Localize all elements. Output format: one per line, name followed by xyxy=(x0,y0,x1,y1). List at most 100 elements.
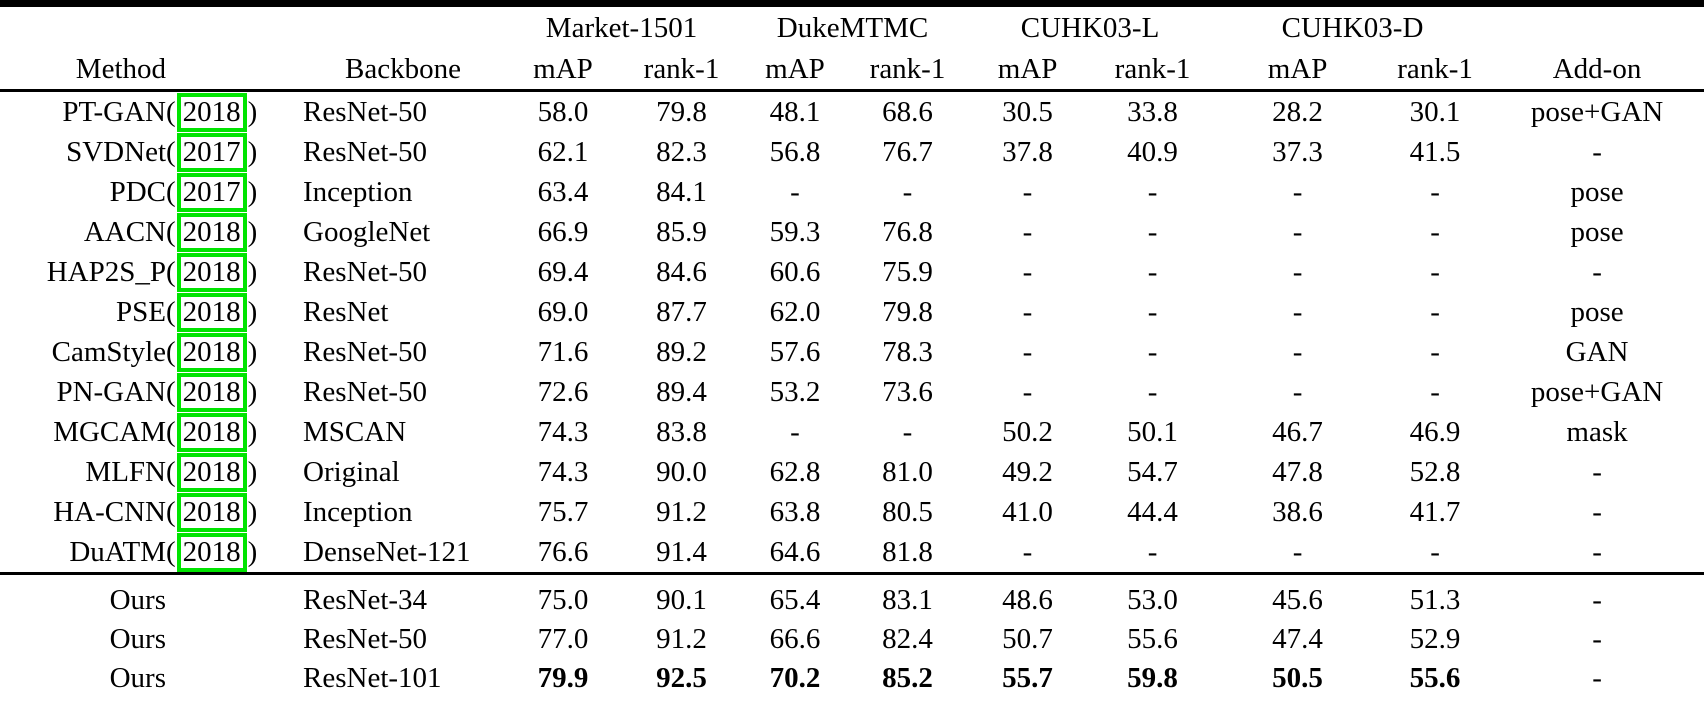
metric-value-cell: 48.1 xyxy=(769,95,821,128)
metric-value-cell: - xyxy=(1147,175,1158,208)
open-paren: ( xyxy=(166,215,176,248)
citation-year-box[interactable]: 2018 xyxy=(176,292,247,332)
method-cell: DuATM(2018) xyxy=(0,532,270,574)
citation-year-box[interactable]: 2018 xyxy=(176,252,247,292)
citation-year-box[interactable]: 2017 xyxy=(176,132,247,172)
metric-value-cell: - xyxy=(1292,295,1303,328)
citation-year-box[interactable]: 2018 xyxy=(176,372,247,412)
header-spacer xyxy=(1490,4,1704,50)
column-header-rank1-duke: rank-1 xyxy=(850,49,966,92)
method-name: MLFN xyxy=(85,455,166,488)
metric-value-cell: - xyxy=(1292,335,1303,368)
metric-value-cell: 52.8 xyxy=(1409,455,1461,488)
metric-value-cell: 41.7 xyxy=(1409,495,1461,528)
method-year-suffix: (2017) xyxy=(166,132,270,172)
open-paren: ( xyxy=(166,95,176,128)
citation-year-box[interactable]: 2018 xyxy=(176,492,247,532)
metric-value-cell: 64.6 xyxy=(769,535,821,568)
table-row: AACN(2018) GoogleNet 66.9 85.9 59.3 76.8 - - - - p… xyxy=(0,212,1704,252)
metric-value-cell: 79.8 xyxy=(656,95,707,128)
table-row: PN-GAN(2018) ResNet-50 72.6 89.4 53.2 73.6 - - -… xyxy=(0,372,1704,412)
method-year-suffix: (2018) xyxy=(166,92,270,132)
column-header-backbone: Backbone xyxy=(270,49,503,92)
metric-value-cell: 66.9 xyxy=(537,215,589,248)
metric-value-cell: 45.6 xyxy=(1215,572,1381,620)
method-cell: Ours xyxy=(0,572,270,620)
metric-value-cell: 81.8 xyxy=(882,535,933,568)
backbone-cell: ResNet-34 xyxy=(270,572,503,620)
method-name: CamStyle xyxy=(51,335,166,368)
citation-year-box[interactable]: 2018 xyxy=(176,212,247,252)
method-year-suffix: (2018) xyxy=(166,332,270,372)
metric-value-cell: 53.0 xyxy=(1090,572,1216,620)
method-year-suffix: (2018) xyxy=(166,212,270,252)
backbone-cell: ResNet-50 xyxy=(303,95,428,128)
addon-cell: pose+GAN xyxy=(1530,95,1664,128)
method-year-suffix: (2018) xyxy=(166,412,270,452)
citation-year-box[interactable]: 2018 xyxy=(176,412,247,452)
method-name: Ours xyxy=(109,584,166,616)
metric-value-cell: - xyxy=(1022,255,1033,288)
citation-year-box[interactable]: 2018 xyxy=(176,92,247,132)
backbone-cell: ResNet xyxy=(303,295,389,328)
open-paren: ( xyxy=(166,375,176,408)
metric-value-cell: 44.4 xyxy=(1127,495,1178,528)
method-cell: HA-CNN(2018) xyxy=(0,492,270,532)
metric-value-cell: 74.3 xyxy=(537,455,589,488)
metric-value-cell: - xyxy=(1147,335,1158,368)
method-year-suffix: (2018) xyxy=(166,492,270,532)
addon-cell: - xyxy=(1592,623,1602,655)
metric-value-cell: 57.6 xyxy=(769,335,821,368)
table-row: DuATM(2018) DenseNet-121 76.6 91.4 64.6 81.8 -… xyxy=(0,532,1704,574)
metric-value-cell: 33.8 xyxy=(1127,95,1178,128)
metric-value-cell: 60.6 xyxy=(769,255,821,288)
addon-cell: - xyxy=(1592,255,1602,288)
metric-value-cell: - xyxy=(790,415,800,448)
metric-value-cell: 50.7 xyxy=(1002,623,1053,655)
addon-cell: pose xyxy=(1570,215,1624,248)
method-cell: CamStyle(2018) xyxy=(0,332,270,372)
metric-value-cell: 53.2 xyxy=(769,375,821,408)
backbone-cell: ResNet-50 xyxy=(303,255,428,288)
metric-value-cell: - xyxy=(1147,215,1158,248)
method-cell: PN-GAN(2018) xyxy=(0,372,270,412)
method-name: HAP2S_P xyxy=(46,255,166,288)
backbone-cell: ResNet-50 xyxy=(303,623,428,655)
metric-value-cell: 69.4 xyxy=(537,255,589,288)
column-header-map-duke: mAP xyxy=(740,49,850,92)
dataset-group-header-market1501: Market-1501 xyxy=(545,11,698,44)
citation-year-box[interactable]: 2018 xyxy=(176,532,247,572)
addon-cell: GAN xyxy=(1565,335,1629,368)
metric-value-cell: 46.7 xyxy=(1272,415,1323,448)
method-year-suffix: (2018) xyxy=(166,372,270,412)
metric-value-cell: 47.4 xyxy=(1272,623,1323,655)
metric-value-cell: 84.6 xyxy=(656,255,707,288)
metric-value-cell: 75.9 xyxy=(882,255,933,288)
citation-year-box[interactable]: 2018 xyxy=(176,452,247,492)
metric-value-cell: - xyxy=(1430,335,1440,368)
citation-year-box[interactable]: 2017 xyxy=(176,172,247,212)
backbone-cell: ResNet-50 xyxy=(303,135,428,168)
metric-value-cell: 51.3 xyxy=(1380,572,1491,620)
metric-value-cell: 75.7 xyxy=(537,495,589,528)
metric-value-cell: - xyxy=(1292,215,1303,248)
column-header-addon: Add-on xyxy=(1490,49,1704,92)
metric-value-cell: 56.8 xyxy=(769,135,821,168)
method-cell: MLFN(2018) xyxy=(0,452,270,492)
table-row-ours: Ours ResNet-34 75.0 90.1 65.4 83.1 48.6 53.0 45.… xyxy=(0,572,1704,620)
metric-value-cell: 66.6 xyxy=(769,623,821,655)
addon-cell: - xyxy=(1490,572,1704,620)
table-body-ours: Ours ResNet-34 75.0 90.1 65.4 83.1 48.6 53.0 45.… xyxy=(0,572,1704,703)
addon-cell: pose+GAN xyxy=(1530,375,1664,408)
metric-value-cell: 28.2 xyxy=(1272,95,1323,128)
metric-value-cell: 73.6 xyxy=(882,375,933,408)
metric-value-cell: - xyxy=(1022,295,1033,328)
metric-value-cell: 80.5 xyxy=(882,495,933,528)
backbone-cell: ResNet-101 xyxy=(303,662,442,694)
citation-year-box[interactable]: 2018 xyxy=(176,332,247,372)
column-header-rank1-market: rank-1 xyxy=(623,49,740,92)
addon-cell: - xyxy=(1592,495,1602,528)
metric-value-cell: - xyxy=(1292,535,1303,568)
close-paren: ) xyxy=(247,375,258,408)
